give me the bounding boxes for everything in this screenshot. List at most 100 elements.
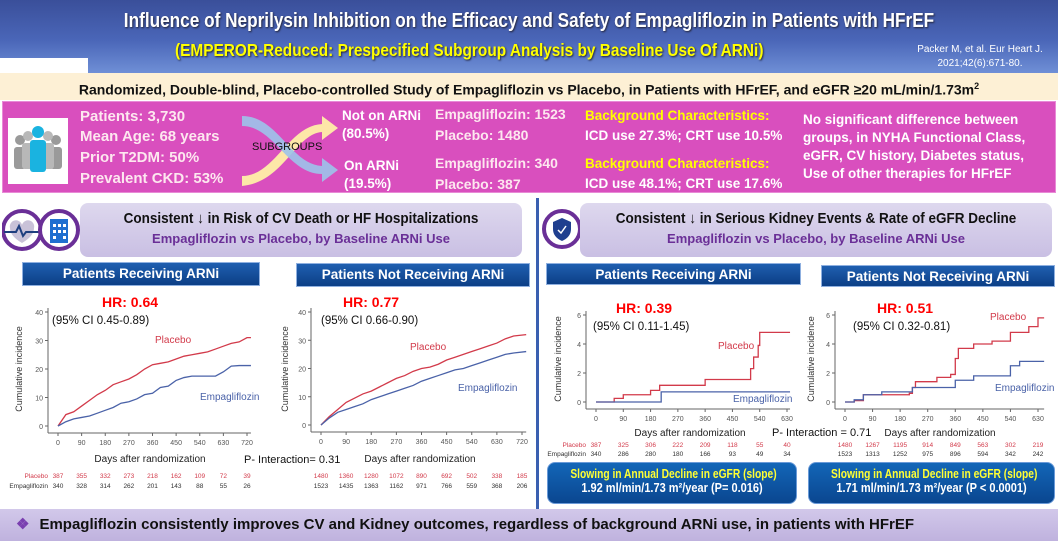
x-tick-label: 90 bbox=[342, 439, 350, 446]
y-tick-label: 2 bbox=[577, 371, 581, 378]
at-risk-placebo: 1480 bbox=[838, 442, 853, 449]
at-risk-placebo: 218 bbox=[147, 473, 158, 480]
header-banner bbox=[0, 0, 1058, 73]
at-risk-label-placebo: Placebo bbox=[25, 473, 49, 480]
confidence-interval: (95% CI 0.66-0.90) bbox=[321, 315, 418, 327]
at-risk-placebo: 306 bbox=[645, 442, 656, 449]
at-risk-empa: 314 bbox=[100, 483, 111, 490]
at-risk-placebo: 118 bbox=[727, 442, 738, 449]
y-tick-label: 40 bbox=[298, 310, 306, 317]
empagliflozin-line bbox=[596, 391, 791, 403]
x-tick-label: 630 bbox=[781, 416, 793, 423]
confidence-interval: (95% CI 0.32-0.81) bbox=[853, 321, 950, 333]
at-risk-placebo: 72 bbox=[220, 473, 228, 480]
at-risk-empa: 342 bbox=[1005, 451, 1016, 458]
at-risk-empa: 368 bbox=[491, 483, 502, 490]
hazard-ratio: HR: 0.51 bbox=[877, 300, 933, 316]
egfr-slope-box-no-arni: Slowing in Annual Decline in eGFR (slope… bbox=[808, 462, 1055, 504]
at-risk-empa: 166 bbox=[700, 451, 711, 458]
x-tick-label: 180 bbox=[99, 440, 111, 447]
egfr-slope-title: Slowing in Annual Decline in eGFR (slope… bbox=[831, 467, 1038, 481]
at-risk-empa: 1363 bbox=[364, 483, 379, 490]
y-axis-label: Cumulative incidence bbox=[14, 326, 24, 412]
at-risk-empa: 49 bbox=[756, 451, 764, 458]
y-axis-label: Cumulative incidence bbox=[553, 316, 563, 402]
at-risk-empa: 971 bbox=[416, 483, 427, 490]
at-risk-placebo: 109 bbox=[194, 473, 205, 480]
not-on-placebo-count: Placebo: 1480 bbox=[435, 127, 529, 143]
at-risk-empa: 201 bbox=[147, 483, 158, 490]
at-risk-empa: 1162 bbox=[389, 483, 403, 490]
y-tick-label: 20 bbox=[35, 367, 43, 374]
empagliflozin-series-label: Empagliflozin bbox=[200, 392, 259, 403]
x-tick-label: 540 bbox=[194, 440, 206, 447]
egfr-slope-title: Slowing in Annual Decline in eGFR (slope… bbox=[570, 467, 777, 481]
at-risk-empa: 559 bbox=[466, 483, 477, 490]
panel-header-kidney-arni: Patients Receiving ARNi bbox=[546, 263, 801, 285]
at-risk-empa: 34 bbox=[783, 451, 791, 458]
at-risk-placebo: 40 bbox=[783, 442, 791, 449]
at-risk-empa: 340 bbox=[591, 451, 602, 458]
x-tick-label: 90 bbox=[619, 416, 627, 423]
x-axis-label: Days after randomization bbox=[94, 454, 205, 465]
empagliflozin-line bbox=[320, 350, 527, 426]
x-tick-label: 360 bbox=[147, 440, 159, 447]
at-risk-empa: 242 bbox=[1033, 451, 1044, 458]
conclusion-text: Empagliflozin consistently improves CV a… bbox=[39, 516, 915, 533]
x-tick-label: 540 bbox=[754, 416, 766, 423]
at-risk-empa: 896 bbox=[950, 451, 961, 458]
y-tick-label: 40 bbox=[35, 310, 43, 317]
x-tick-label: 90 bbox=[869, 416, 877, 423]
at-risk-empa: 340 bbox=[53, 483, 64, 490]
subgroup-arrows-icon bbox=[242, 116, 338, 186]
x-tick-label: 0 bbox=[319, 439, 323, 446]
at-risk-placebo: 355 bbox=[76, 473, 87, 480]
subgroups-label: SUBGROUPS bbox=[252, 141, 323, 153]
y-tick-label: 6 bbox=[577, 313, 581, 320]
y-tick-label: 4 bbox=[577, 342, 581, 349]
x-tick-label: 630 bbox=[1032, 416, 1044, 423]
y-tick-label: 0 bbox=[302, 423, 306, 430]
placebo-line bbox=[320, 333, 527, 426]
empagliflozin-line bbox=[845, 360, 1045, 403]
study-design-text: Randomized, Double-blind, Placebo-contro… bbox=[78, 81, 975, 98]
not-on-arni-pct: (80.5%) bbox=[342, 126, 390, 141]
x-tick-label: 0 bbox=[56, 440, 60, 447]
at-risk-empa: 594 bbox=[977, 451, 988, 458]
at-risk-placebo: 222 bbox=[672, 442, 683, 449]
at-risk-label-empa: Empagliflozin bbox=[9, 483, 48, 490]
x-axis-label: Days after randomization bbox=[364, 454, 475, 465]
no-diff-line-4: Use of other therapies for HFrEF bbox=[803, 166, 1012, 181]
page-subtitle: (EMPEROR-Reduced: Prespecified Subgroup … bbox=[175, 40, 764, 60]
patients-group-icon bbox=[8, 118, 68, 184]
at-risk-empa: 93 bbox=[729, 451, 737, 458]
kidney-outcome-header: Consistent ↓ in Serious Kidney Events & … bbox=[580, 203, 1052, 257]
x-tick-label: 360 bbox=[699, 416, 711, 423]
on-placebo-count: Placebo: 387 bbox=[435, 176, 521, 192]
x-tick-label: 0 bbox=[594, 416, 598, 423]
y-tick-label: 30 bbox=[298, 338, 306, 345]
at-risk-placebo: 849 bbox=[950, 442, 961, 449]
x-tick-label: 270 bbox=[123, 440, 135, 447]
confidence-interval: (95% CI 0.45-0.89) bbox=[52, 315, 149, 327]
y-tick-label: 10 bbox=[298, 395, 306, 402]
at-risk-placebo: 387 bbox=[591, 442, 602, 449]
at-risk-placebo: 1072 bbox=[389, 473, 404, 480]
kidney-p-interaction: P- Interaction = 0.71 bbox=[772, 427, 872, 439]
x-tick-label: 180 bbox=[645, 416, 657, 423]
not-on-bg-title: Background Characteristics: bbox=[585, 108, 770, 123]
baseline-panel bbox=[2, 101, 1056, 193]
at-risk-empa: 328 bbox=[76, 483, 87, 490]
at-risk-empa: 286 bbox=[618, 451, 629, 458]
x-tick-label: 630 bbox=[218, 440, 230, 447]
at-risk-placebo: 890 bbox=[416, 473, 427, 480]
diamond-bullet-icon: ❖ bbox=[16, 516, 30, 533]
cv-outcome-title: Consistent ↓ in Risk of CV Death or HF H… bbox=[123, 210, 479, 227]
y-tick-label: 2 bbox=[826, 371, 830, 378]
at-risk-empa: 1523 bbox=[838, 451, 853, 458]
placebo-line bbox=[57, 336, 251, 427]
header-blank-area bbox=[0, 58, 88, 73]
on-arni-label: On ARNi bbox=[344, 158, 399, 173]
at-risk-placebo: 692 bbox=[441, 473, 452, 480]
